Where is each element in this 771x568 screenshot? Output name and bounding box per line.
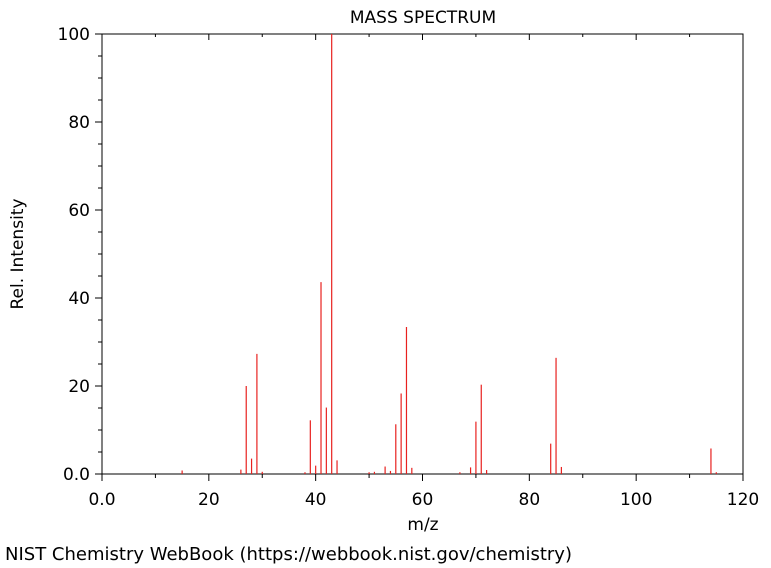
y-tick-label: 0.0	[63, 465, 90, 485]
x-axis-ticks: 0.0 20 40 60 80 100 120	[88, 34, 759, 510]
chart-title: MASS SPECTRUM	[350, 8, 496, 28]
x-tick-label: 20	[198, 490, 220, 510]
y-tick-label: 60	[68, 201, 90, 221]
mass-spectrum-chart: MASS SPECTRUM 0.0 20 40 60 80 100 120 0.0 20 40 6…	[8, 8, 760, 535]
y-tick-label: 40	[68, 289, 90, 309]
x-tick-label: 120	[727, 490, 759, 510]
x-tick-label: 100	[620, 490, 652, 510]
y-axis-ticks: 0.0 20 40 60 80 100	[58, 25, 102, 485]
peak-bars	[181, 34, 717, 474]
x-tick-label: 40	[305, 490, 327, 510]
y-tick-label: 80	[68, 113, 90, 133]
x-tick-label: 60	[412, 490, 434, 510]
x-tick-label: 80	[519, 490, 541, 510]
x-axis-label: m/z	[407, 515, 438, 535]
y-tick-label: 20	[68, 377, 90, 397]
source-attribution: NIST Chemistry WebBook (https://webbook.…	[5, 544, 572, 565]
y-tick-label: 100	[58, 25, 90, 45]
x-tick-label: 0.0	[88, 490, 115, 510]
plot-frame	[101, 33, 744, 475]
y-axis-label: Rel. Intensity	[8, 198, 28, 309]
plot-area: 0.0 20 40 60 80 100 120 0.0 20 40 60 80 100	[58, 25, 760, 510]
